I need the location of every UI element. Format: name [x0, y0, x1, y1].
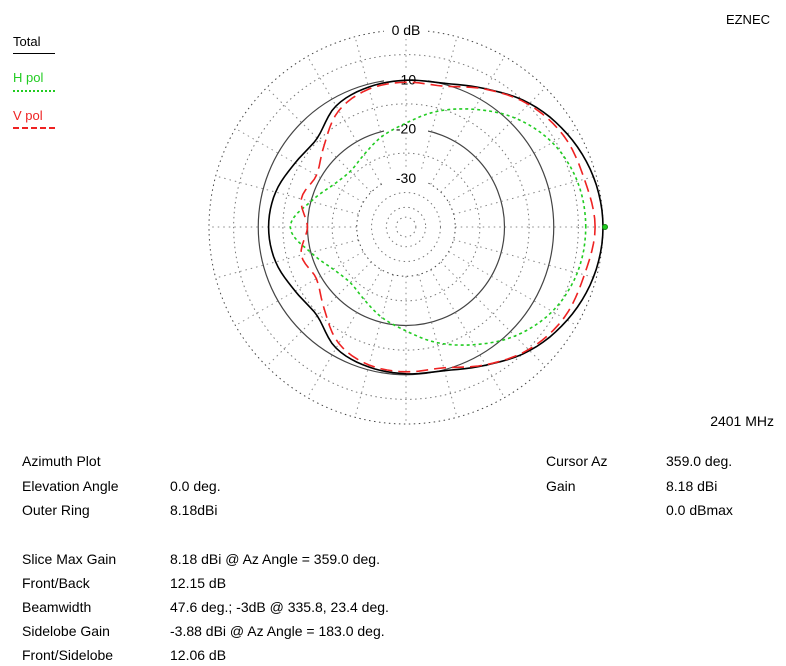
legend-vpol: V pol — [13, 108, 43, 123]
grid-spoke-210 — [235, 251, 364, 326]
gain-label: Gain — [546, 478, 576, 494]
grid-spoke-330 — [448, 251, 577, 326]
stat-max-gain-label: Slice Max Gain — [22, 551, 117, 567]
grid-ring-8 — [385, 206, 427, 248]
gain-dbmax-value: 0.0 dBmax — [666, 502, 733, 518]
cursor-az-label: Cursor Az — [546, 453, 608, 469]
legend-total-line — [13, 53, 55, 54]
stat-max-gain-value: 8.18 dBi @ Az Angle = 359.0 deg. — [170, 551, 380, 567]
ring-label-1: -10 — [396, 71, 416, 87]
grid-ring-3 — [282, 103, 530, 351]
info-outer-ring-value: 8.18dBi — [170, 502, 218, 518]
grid-spoke-240 — [307, 269, 382, 398]
grid-spoke-60 — [430, 56, 505, 185]
gain-value: 8.18 dBi — [666, 478, 718, 494]
trace-v-pol — [300, 81, 596, 373]
cursor-marker — [602, 224, 608, 230]
ring-label-bg-3 — [384, 168, 428, 187]
frequency-label: 2401 MHz — [710, 413, 774, 429]
trace-h-pol — [289, 108, 587, 346]
grid-ring-1 — [233, 54, 579, 400]
stat-front-sidelobe-value: 12.06 dB — [170, 647, 227, 663]
ring-label-bg-2 — [384, 119, 428, 138]
ring-label-2: -20 — [396, 121, 416, 137]
grid-ring-5 — [331, 152, 481, 302]
stat-front-sidelobe-label: Front/Sidelobe — [22, 647, 114, 663]
info-plot-type: Azimuth Plot — [22, 453, 101, 469]
info-elevation-value: 0.0 deg. — [170, 478, 221, 494]
grid-ring-4 — [306, 127, 506, 327]
grid-spoke-135 — [266, 87, 372, 193]
ring-label-3: -30 — [396, 170, 416, 186]
stat-beamwidth-label: Beamwidth — [22, 599, 92, 615]
app-label: EZNEC — [725, 12, 770, 27]
ring-label-0: 0 dB — [392, 22, 421, 38]
polar-plot: 0 dB -10 -20 -30 — [208, 21, 608, 425]
ring-labels: 0 dB -10 -20 -30 — [384, 21, 428, 187]
legend-vpol-line — [13, 127, 55, 129]
info-outer-ring-label: Outer Ring — [22, 502, 90, 518]
grid-spoke-120 — [307, 56, 382, 185]
grid-spoke-75 — [418, 36, 458, 180]
pattern-traces — [267, 79, 604, 375]
grid-ring-9 — [395, 216, 417, 238]
cursor-dot — [602, 224, 608, 230]
legend-hpol-line — [13, 90, 55, 92]
grid-spoke-225 — [266, 261, 372, 367]
grid-spoke-300 — [430, 269, 505, 398]
grid-spoke-30 — [448, 128, 577, 203]
stat-front-back-label: Front/Back — [22, 575, 90, 591]
stat-beamwidth-value: 47.6 deg.; -3dB @ 335.8, 23.4 deg. — [170, 599, 389, 615]
cursor-az-value: 359.0 deg. — [666, 453, 733, 469]
info-elevation-label: Elevation Angle — [22, 478, 119, 494]
grid-spoke-345 — [453, 239, 597, 279]
stat-front-back-value: 12.15 dB — [170, 575, 227, 591]
legend-total: Total — [13, 34, 41, 49]
stat-sidelobe-gain-label: Sidelobe Gain — [22, 623, 110, 639]
grid-ring-7 — [371, 192, 441, 262]
stat-sidelobe-gain-value: -3.88 dBi @ Az Angle = 183.0 deg. — [170, 623, 385, 639]
ring-label-bg-0 — [384, 21, 428, 39]
legend-hpol: H pol — [13, 70, 44, 85]
